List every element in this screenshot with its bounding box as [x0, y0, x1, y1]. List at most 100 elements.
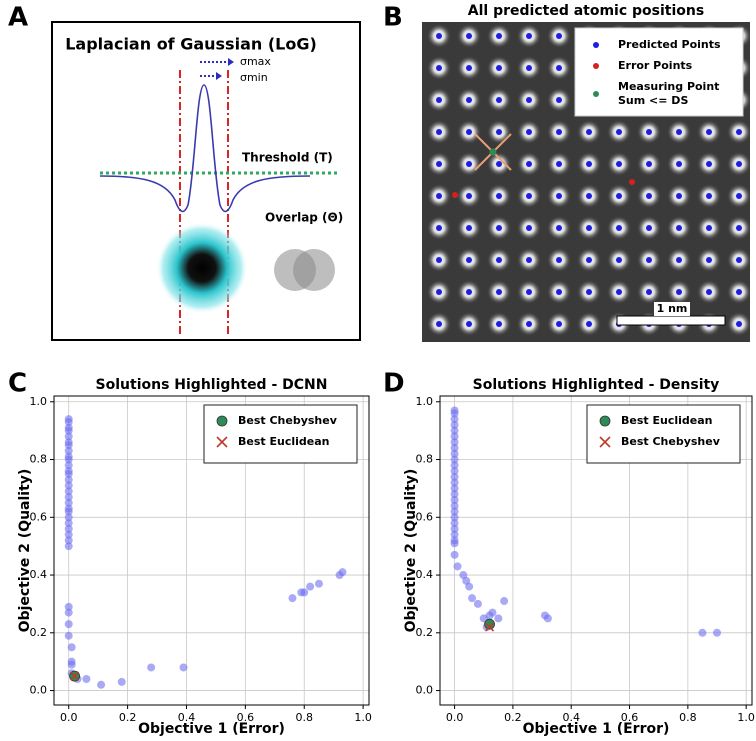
point	[64, 602, 73, 611]
point	[300, 588, 309, 597]
threshold-label: Threshold (T)	[242, 151, 333, 165]
point	[64, 475, 73, 484]
legend-marker	[216, 436, 228, 448]
panel-letter: C	[8, 369, 27, 399]
y-axis-label: Objective 2 (Quality)	[403, 469, 419, 633]
point	[64, 461, 73, 470]
legend-label: Best Euclidean	[621, 414, 712, 427]
point	[450, 472, 459, 481]
point	[64, 481, 73, 490]
scale-bar	[616, 315, 726, 326]
point	[64, 507, 73, 516]
point	[450, 478, 459, 487]
plot-frame	[439, 395, 753, 706]
x-tick-label: 0.2	[119, 711, 137, 724]
point	[450, 443, 459, 452]
error-point	[452, 192, 458, 198]
point	[117, 677, 126, 686]
point	[465, 582, 474, 591]
y-tick-label: 0.6	[30, 510, 48, 523]
point	[67, 643, 76, 652]
point	[450, 484, 459, 493]
image-title: All predicted atomic positions	[468, 3, 704, 19]
log-curve	[99, 84, 311, 213]
log-title: Laplacian of Gaussian (LoG)	[65, 35, 317, 54]
chart-title: Solutions Highlighted - Density	[473, 377, 720, 393]
legend: Predicted Points Error Points Measuring Po…	[593, 38, 721, 107]
point	[64, 446, 73, 455]
x-tick-label: 1.0	[354, 711, 372, 724]
measuring-point	[489, 148, 497, 156]
point	[67, 660, 76, 669]
panel-letter: A	[8, 3, 28, 33]
point	[500, 597, 509, 606]
point	[468, 594, 477, 603]
point	[64, 524, 73, 533]
chart-title: Solutions Highlighted - DCNN	[96, 377, 328, 393]
legend-marker	[593, 42, 599, 48]
sigma-max: σmax	[240, 55, 271, 68]
x-tick-label: 1.0	[737, 711, 755, 724]
x-tick-label: 0.4	[562, 711, 580, 724]
highlight-point	[484, 618, 495, 630]
point	[64, 417, 73, 426]
point	[64, 441, 73, 450]
point	[306, 582, 315, 591]
point	[488, 608, 497, 617]
point	[64, 536, 73, 545]
point	[450, 490, 459, 499]
point	[473, 599, 482, 608]
plot-frame	[53, 395, 370, 706]
y-tick-label: 1.0	[30, 395, 48, 408]
x-tick-label: 0.8	[679, 711, 697, 724]
point	[450, 550, 459, 559]
y-tick-label: 0.2	[416, 626, 434, 639]
point	[450, 507, 459, 516]
point	[494, 614, 503, 623]
point	[179, 663, 188, 672]
point	[450, 409, 459, 418]
y-tick-label: 1.0	[416, 395, 434, 408]
legend-box	[586, 404, 741, 464]
point	[450, 495, 459, 504]
legend-label: Best Chebyshev	[621, 435, 721, 448]
overlap-blob	[293, 249, 335, 291]
point	[450, 524, 459, 533]
point	[450, 539, 459, 548]
legend-marker	[216, 415, 228, 427]
point	[64, 631, 73, 640]
point	[64, 608, 73, 617]
legend-box	[203, 404, 358, 464]
legend-label: Measuring Point	[618, 80, 719, 93]
log-blob	[156, 222, 248, 314]
arrow-head	[216, 72, 222, 80]
point	[64, 432, 73, 441]
highlight-point	[70, 671, 80, 681]
x-tick-label: 0.2	[504, 711, 522, 724]
y-tick-label: 0.8	[416, 453, 434, 466]
x-axis-label: Objective 1 (Error)	[138, 721, 285, 737]
point	[64, 469, 73, 478]
legend-marker	[599, 415, 611, 427]
x-tick-label: 0.6	[237, 711, 255, 724]
legend-label: Best Chebyshev	[238, 414, 338, 427]
scale-label: 1 nm	[657, 302, 688, 315]
point	[450, 426, 459, 435]
sigma-min: σmin	[240, 71, 268, 84]
x-tick-label: 0.8	[295, 711, 313, 724]
point	[64, 426, 73, 435]
panel-letter: D	[383, 369, 405, 399]
legend-box	[574, 27, 744, 117]
point	[543, 614, 552, 623]
point	[450, 455, 459, 464]
point	[64, 498, 73, 507]
y-tick-label: 0.0	[416, 684, 434, 697]
y-tick-label: 0.4	[30, 568, 48, 581]
y-tick-label: 0.8	[30, 453, 48, 466]
legend-label: Predicted Points	[618, 38, 721, 51]
point	[97, 680, 106, 689]
point	[64, 487, 73, 496]
y-axis-label: Objective 2 (Quality)	[17, 469, 33, 633]
overlap-label: Overlap (Θ)	[265, 211, 343, 225]
